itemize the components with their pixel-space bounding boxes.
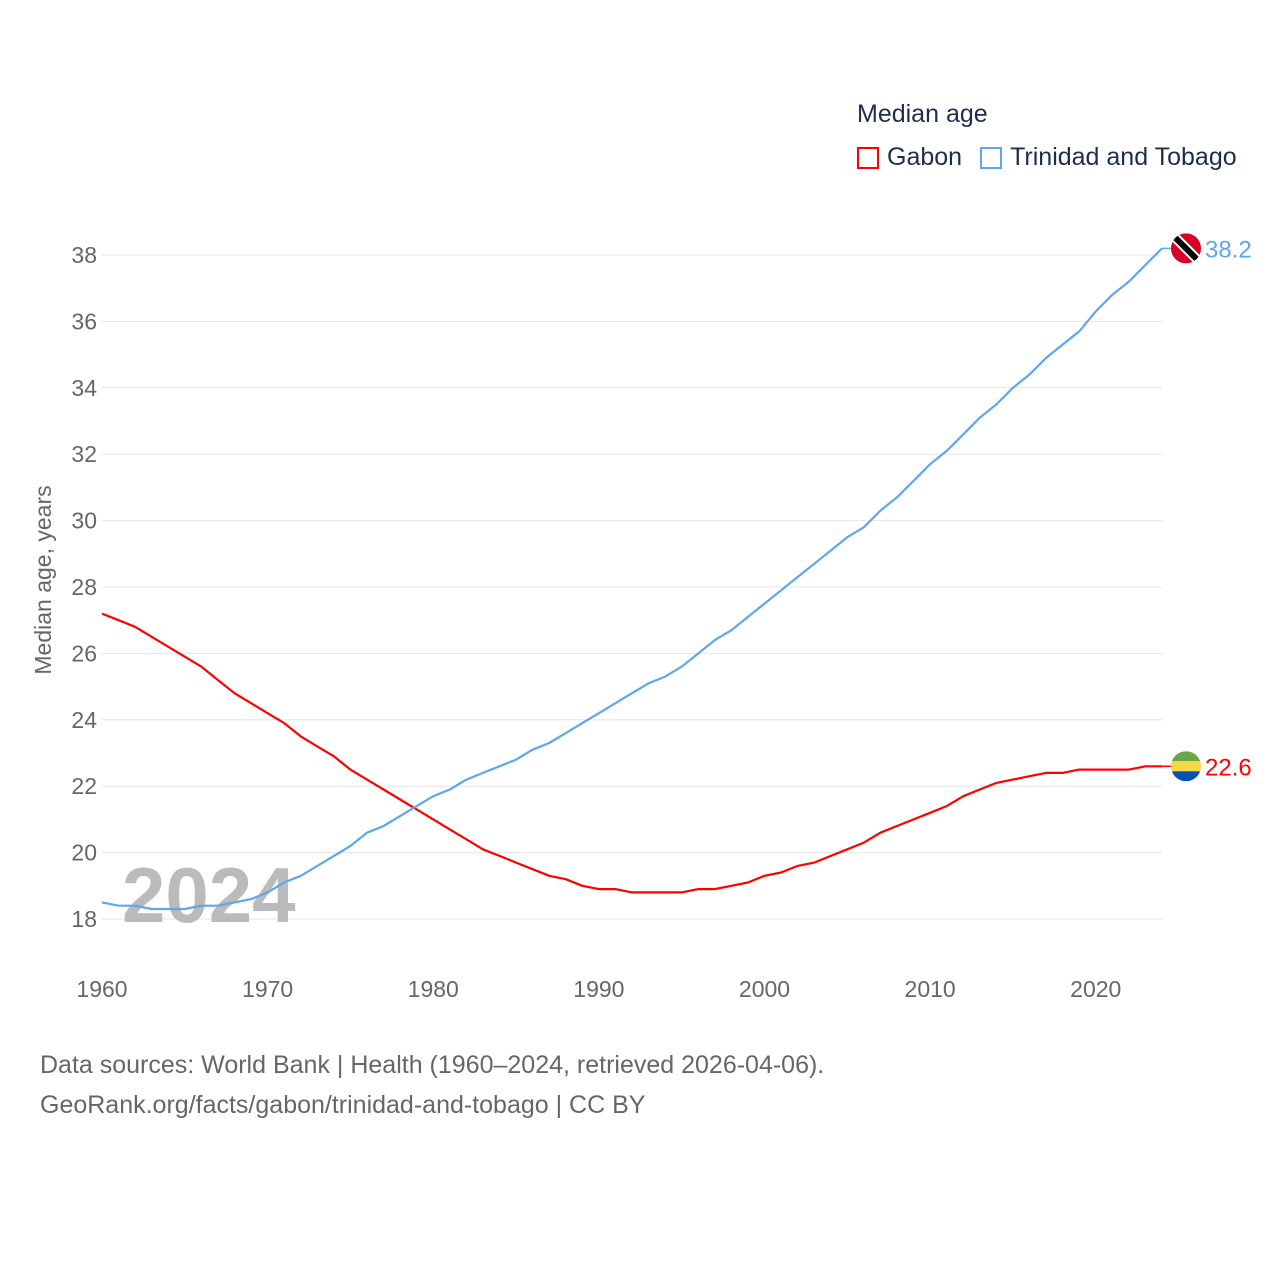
x-tick-label: 2000 [739,976,790,1002]
source-note: Data sources: World Bank | Health (1960–… [40,1045,824,1125]
legend-swatch-gabon [857,146,879,169]
y-tick-label: 26 [71,640,97,666]
x-tick-label: 1980 [408,976,459,1002]
legend: Gabon Trinidad and Tobago [857,143,1255,172]
legend-label: Trinidad and Tobago [1010,143,1237,171]
x-tick-label: 2020 [1070,976,1121,1002]
y-tick-label: 36 [71,308,97,334]
y-axis-label: Median age, years [30,485,56,674]
y-tick-label: 20 [71,840,97,866]
source-line-1: Data sources: World Bank | Health (1960–… [40,1051,825,1079]
y-tick-label: 34 [71,375,97,401]
legend-label: Gabon [887,143,963,171]
legend-item-trinidad[interactable]: Trinidad and Tobago [980,143,1237,172]
x-tick-label: 2010 [905,976,956,1002]
series-line-gabon[interactable] [101,612,1162,894]
end-value-label: 22.6 [1205,754,1252,781]
y-tick-label: 22 [71,773,97,799]
y-tick-label: 32 [71,441,97,467]
x-tick-label: 1970 [242,976,293,1002]
x-tick-label: 1960 [76,976,127,1002]
trinidad-flag-icon [1171,233,1201,264]
y-tick-label: 38 [71,242,97,268]
y-tick-label: 30 [71,508,97,534]
gabon-flag-icon [1171,751,1201,782]
source-line-2[interactable]: GeoRank.org/facts/gabon/trinidad-and-tob… [40,1091,646,1119]
series-line-trinidad[interactable] [101,247,1163,911]
y-tick-label: 24 [71,707,97,733]
y-tick-label: 18 [71,906,97,932]
legend-item-gabon[interactable]: Gabon [857,143,962,172]
end-value-label: 38.2 [1205,236,1252,263]
legend-title: Median age [857,100,988,128]
legend-swatch-trinidad [980,146,1003,169]
x-tick-label: 1990 [573,976,624,1002]
y-tick-label: 28 [71,574,97,600]
year-watermark: 2024 [122,851,296,939]
